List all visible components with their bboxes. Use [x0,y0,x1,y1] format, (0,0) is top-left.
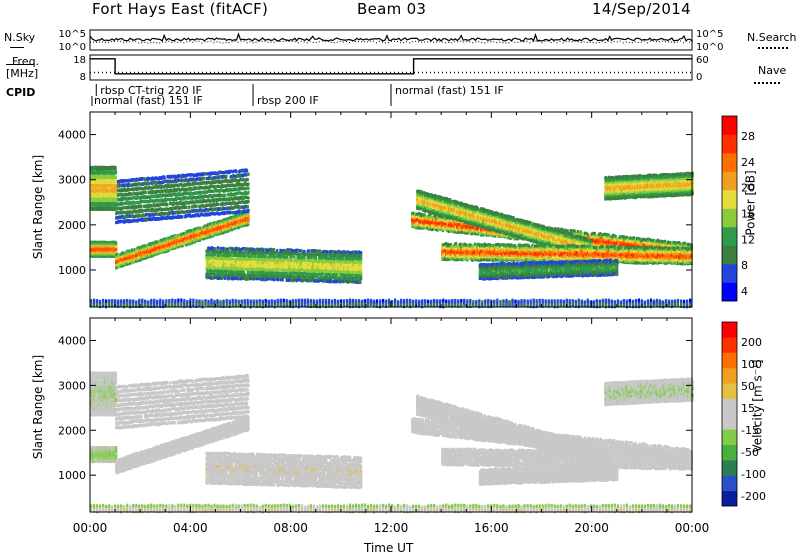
power-heatmap-cell [246,169,248,172]
power-heatmap-cell [166,203,168,206]
power-heatmap-cell [181,215,183,218]
power-heatmap-cell [217,203,219,206]
power-heatmap-cell [148,182,150,185]
power-heatmap-cell [192,192,194,195]
power-heatmap-cell [196,205,198,208]
power-heatmap-cell [164,176,166,179]
power-heatmap-cell [190,183,192,186]
power-heatmap-cell [247,200,249,203]
power-heatmap-cell [145,191,147,194]
power-heatmap-cell [202,213,204,216]
power-heatmap-cell [247,191,249,194]
power-heatmap-cell [178,179,180,182]
power-heatmap-cell [223,207,225,210]
power-heatmap-cell [203,177,205,180]
freq-series-line [90,59,692,74]
power-heatmap-cell [237,192,239,195]
power-heatmap-cell [224,194,226,197]
power-heatmap-cell [140,205,142,208]
cpid-segment-label: normal (fast) 151 IF [395,84,504,97]
power-heatmap-cell [188,206,190,209]
power-heatmap-cell [247,183,249,186]
power-heatmap-cell [144,182,146,185]
power-heatmap-cell [205,195,207,198]
power-heatmap-cell [128,188,130,191]
power-heatmap-cell [121,207,123,210]
freq-tick-label: 18 [73,55,86,66]
cpid-segment-label: rbsp 200 IF [257,94,319,107]
power-heatmap-cell [152,213,154,216]
nave-tick-label: 60 [696,55,709,66]
power-heatmap-cell [175,184,177,187]
power-heatmap-cell [247,178,249,181]
power-heatmap-cell [233,206,235,209]
power-heatmap-cell [239,206,241,209]
power-heatmap-cell [186,188,188,191]
power-heatmap-cell [130,211,132,214]
power-heatmap-cell [247,173,249,176]
power-heatmap-cell [239,201,241,204]
power-heatmap-cell [136,183,138,186]
nsky-series-line [90,34,692,41]
nave-tick-label: 0 [696,72,702,83]
power-heatmap-cell [115,242,117,245]
nsky-tick-label: 10^5 [59,29,86,40]
nsky-tick-label: 10^0 [59,42,86,53]
power-heatmap-cell [130,193,132,196]
power-heatmap-cell [235,170,237,173]
power-heatmap [90,166,694,309]
power-heatmap-cell [204,172,206,175]
power-heatmap-cell [162,190,164,193]
power-heatmap-cell [225,175,227,178]
power-heatmap-cell [123,211,125,214]
power-heatmap-cell [142,209,144,212]
power-heatmap-cell [244,210,246,213]
cpid-segment-label: normal (fast) 151 IF [94,94,203,107]
power-heatmap-cell [139,214,141,217]
power-heatmap-cell [214,172,216,175]
power-heatmap-cell [247,205,249,208]
power-heatmap-cell [247,187,249,190]
power-heatmap-cell [185,206,187,209]
power-heatmap-cell [142,200,144,203]
nsearch-series-dots [90,41,693,43]
power-heatmap-cell [167,208,169,211]
nsearch-tick-label: 10^5 [696,29,723,40]
power-heatmap-cell [191,173,193,176]
freq-tick-label: 8 [80,72,86,83]
nsearch-tick-label: 10^0 [696,42,723,53]
power-heatmap-cell [148,209,150,212]
power-heatmap-cell [120,220,122,223]
power-heatmap-cell [137,218,139,221]
power-heatmap-cell [247,209,249,212]
power-heatmap-cell [247,196,249,199]
power-heatmap-cell [230,170,232,173]
